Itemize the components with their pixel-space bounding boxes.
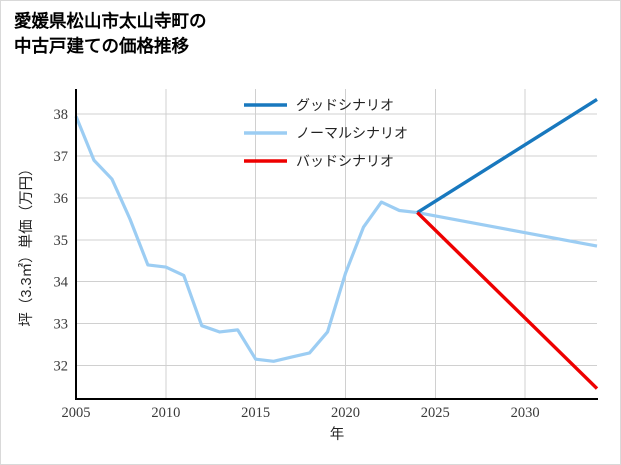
y-tick-label: 33 — [54, 317, 69, 333]
x-tick-label: 2010 — [151, 405, 180, 421]
series-line-bad — [416, 211, 599, 390]
series-line-normal — [74, 115, 598, 363]
y-tick-label: 37 — [54, 149, 69, 165]
y-tick-labels-group: 32 33 34 35 36 37 38 — [54, 107, 69, 374]
series-group — [74, 98, 599, 390]
y-tick-label: 32 — [54, 358, 69, 374]
y-tick-label: 34 — [54, 275, 69, 291]
x-tick-label: 2030 — [511, 405, 540, 421]
legend-label: バッドシナリオ — [296, 153, 394, 169]
x-tick-label: 2015 — [241, 405, 270, 421]
axes-group — [74, 89, 598, 401]
x-tick-label: 2005 — [62, 405, 91, 421]
legend-label: ノーマルシナリオ — [296, 125, 408, 141]
y-tick-label: 36 — [54, 191, 69, 207]
gridlines-group — [76, 113, 597, 366]
page-title: 愛媛県松山市太山寺町の 中古戸建ての価格推移 — [14, 11, 207, 56]
x-tick-label: 2025 — [421, 405, 450, 421]
legend-label: グッドシナリオ — [296, 97, 394, 113]
x-tick-label: 2020 — [331, 405, 360, 421]
series-line-good — [416, 98, 598, 215]
x-tick-labels-group: 2005 2010 2015 2020 2025 2030 — [62, 405, 540, 421]
y-axis-title: 坪（3.3㎡）単価（万円） — [18, 161, 35, 326]
x-gridlines-group — [165, 89, 526, 399]
x-axis-title: 年 — [330, 426, 345, 443]
y-tick-label: 35 — [54, 233, 69, 249]
y-tick-label: 38 — [54, 107, 69, 123]
